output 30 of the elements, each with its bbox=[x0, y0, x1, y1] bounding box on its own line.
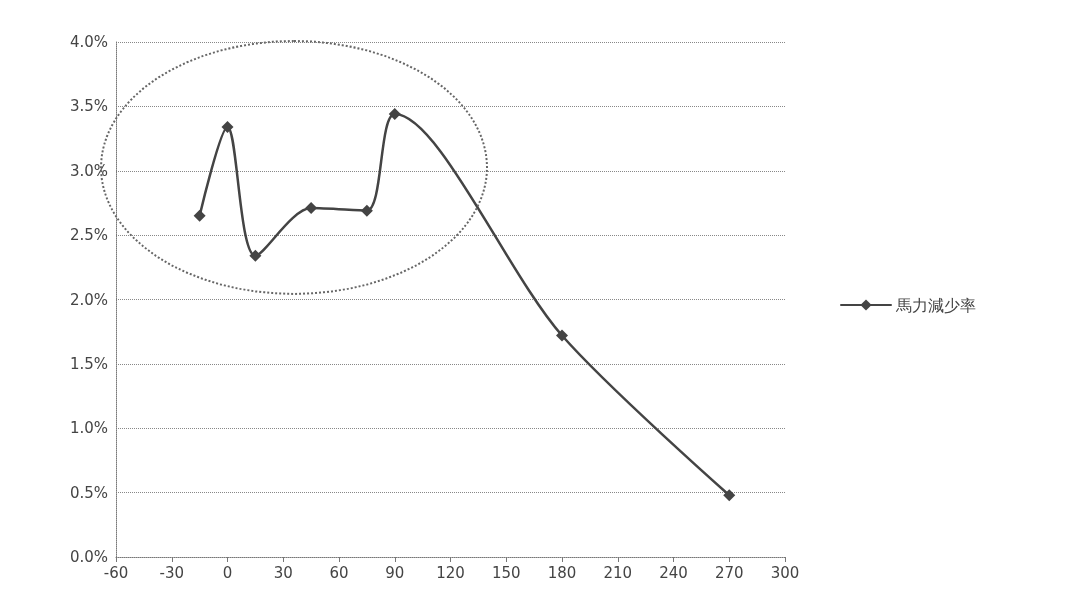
point bbox=[193, 209, 206, 222]
point bbox=[221, 120, 234, 133]
x-tick-label: 120 bbox=[436, 563, 465, 582]
y-tick-label: 1.5% bbox=[69, 354, 108, 373]
x-tick-label: 30 bbox=[273, 563, 293, 582]
point bbox=[723, 489, 736, 502]
x-tick-label: 150 bbox=[491, 563, 521, 582]
y-tick-label: 0.0% bbox=[69, 548, 108, 566]
legend-label: 馬力減少率 bbox=[895, 295, 976, 315]
x-tick-label: 240 bbox=[659, 563, 688, 582]
point bbox=[556, 329, 568, 342]
x-tick-label: 90 bbox=[385, 563, 405, 582]
x-tick-label: 300 bbox=[770, 563, 800, 582]
point bbox=[360, 204, 373, 217]
x-tick-label: -30 bbox=[159, 563, 184, 582]
y-tick-label: 0.5% bbox=[69, 483, 108, 502]
x-tick-label: 180 bbox=[547, 563, 577, 582]
x-tick-label: 270 bbox=[714, 563, 744, 582]
y-tick-label: 1.0% bbox=[69, 419, 108, 438]
x-tick-label: -60 bbox=[103, 563, 129, 582]
y-tick-label: 2.0% bbox=[69, 290, 108, 309]
y-tick-label: 2.5% bbox=[69, 226, 108, 245]
point bbox=[388, 108, 401, 121]
x-tick-label: 210 bbox=[603, 563, 633, 582]
y-tick-label: 4.0% bbox=[69, 33, 108, 51]
x-tick-label: 60 bbox=[329, 563, 349, 582]
point bbox=[249, 249, 262, 262]
y-tick-label: 3.0% bbox=[69, 161, 108, 180]
y-tick-label: 3.5% bbox=[69, 97, 108, 116]
x-tick-label: 0 bbox=[222, 563, 233, 582]
